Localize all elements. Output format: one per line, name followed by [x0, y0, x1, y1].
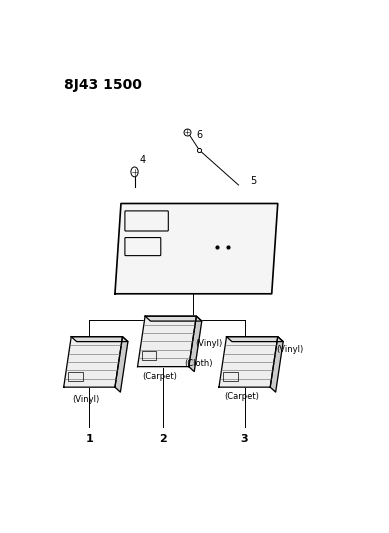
Polygon shape [189, 316, 202, 372]
Text: (Vinyl): (Vinyl) [195, 338, 222, 348]
Text: (Vinyl): (Vinyl) [73, 395, 100, 404]
Polygon shape [138, 316, 196, 367]
Circle shape [131, 167, 138, 177]
Bar [223, 372, 238, 381]
Text: 4: 4 [139, 155, 145, 165]
Text: (Carpet): (Carpet) [143, 372, 178, 381]
Text: 3: 3 [241, 433, 249, 443]
Bar [142, 351, 156, 360]
Polygon shape [115, 204, 278, 294]
Text: (Cloth): (Cloth) [184, 359, 213, 368]
Polygon shape [270, 337, 283, 392]
Text: 1: 1 [86, 433, 93, 443]
Polygon shape [64, 337, 123, 387]
Polygon shape [115, 337, 128, 392]
Text: 8J43 1500: 8J43 1500 [64, 78, 142, 92]
Bar [68, 372, 82, 381]
Text: 5: 5 [251, 176, 257, 186]
Text: (Vinyl): (Vinyl) [276, 345, 303, 354]
Text: 6: 6 [196, 130, 202, 140]
Text: (Carpet): (Carpet) [224, 392, 259, 401]
Polygon shape [71, 337, 128, 342]
Polygon shape [226, 337, 283, 342]
Text: 2: 2 [159, 433, 167, 443]
Polygon shape [219, 337, 278, 387]
Polygon shape [145, 316, 202, 321]
